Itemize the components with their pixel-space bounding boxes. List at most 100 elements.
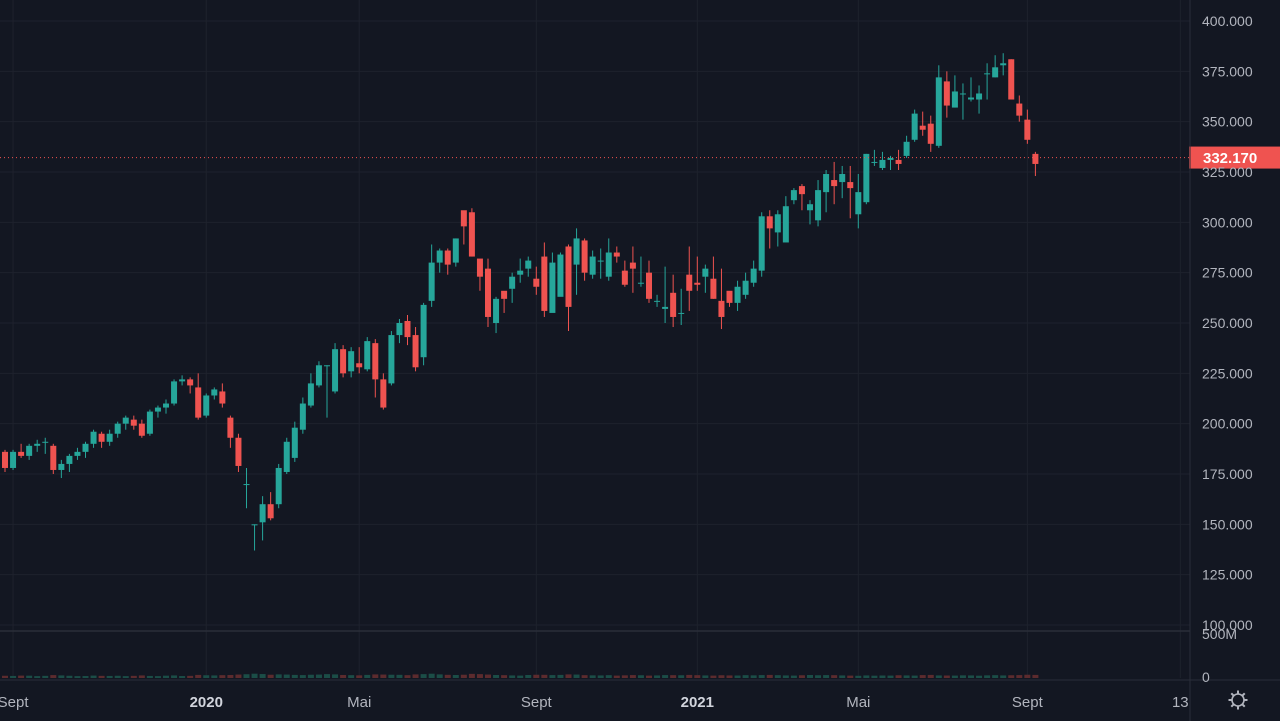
- volume-bar: [501, 675, 508, 678]
- volume-bar: [839, 675, 846, 678]
- volume-bar: [388, 674, 395, 678]
- volume-bar: [694, 675, 701, 678]
- volume-bar: [509, 675, 516, 678]
- x-tick-label: Mai: [347, 694, 371, 711]
- candle-body: [1008, 59, 1015, 100]
- candle-body: [163, 403, 169, 408]
- candle-body: [976, 93, 983, 100]
- volume-bar: [163, 675, 169, 678]
- candle-body: [1016, 103, 1023, 116]
- volume-bar: [259, 674, 266, 678]
- volume-bar: [90, 675, 97, 678]
- volume-bar: [637, 675, 644, 678]
- volume-bar: [275, 674, 282, 678]
- volume-bar: [734, 675, 741, 678]
- candle-body: [959, 93, 966, 95]
- candle-body: [509, 276, 516, 289]
- candle-body: [452, 238, 459, 263]
- volume-bar: [340, 674, 347, 678]
- candle-body: [468, 212, 475, 257]
- volume-bar: [122, 676, 129, 678]
- candle-body: [58, 463, 65, 470]
- candle-body: [275, 467, 282, 505]
- gear-icon-tooth: [1230, 692, 1235, 697]
- volume-bar: [171, 675, 178, 678]
- y-tick-label: 125.000: [1202, 567, 1253, 583]
- candle-body: [654, 300, 661, 302]
- candle-body: [678, 312, 685, 314]
- volume-bar: [34, 676, 41, 678]
- candle-body: [154, 407, 161, 412]
- last-price-line: 332.170: [0, 146, 1280, 169]
- volume-bar: [662, 675, 669, 678]
- volume-bar: [380, 674, 387, 678]
- candle-body: [179, 379, 186, 382]
- volume-bar: [533, 674, 540, 678]
- candle-body: [267, 504, 274, 519]
- volume-bar: [1032, 674, 1039, 678]
- volume-bar: [243, 674, 250, 678]
- volume-bar: [10, 675, 17, 678]
- candle-body: [130, 419, 137, 426]
- candle-body: [10, 451, 17, 468]
- candle-body: [758, 216, 765, 271]
- candle-body: [283, 441, 290, 472]
- volume-bar: [227, 674, 234, 678]
- candle-body: [726, 290, 733, 303]
- y-tick-label: 175.000: [1202, 466, 1253, 482]
- candle-body: [90, 431, 97, 444]
- candles[interactable]: [2, 53, 1039, 551]
- candle-body: [122, 417, 129, 424]
- candle-body: [114, 423, 121, 434]
- candle-body: [597, 260, 604, 262]
- volume-bar: [782, 675, 789, 678]
- volume-bar: [485, 674, 491, 678]
- volume-bar: [976, 675, 983, 678]
- y-tick-label: 375.000: [1202, 63, 1253, 79]
- candle-body: [243, 484, 250, 486]
- volume-bar: [444, 674, 451, 678]
- candle-body: [911, 113, 918, 140]
- candle-body: [34, 443, 41, 446]
- candle-body: [388, 335, 395, 384]
- volume-bar: [332, 674, 339, 678]
- y-tick-label: 250.000: [1202, 315, 1253, 331]
- candle-body: [935, 77, 942, 146]
- candle-body: [895, 159, 902, 164]
- volume-bar: [356, 675, 363, 678]
- volume-bar: [1024, 674, 1031, 678]
- volume-bar: [98, 675, 105, 678]
- volume-bar: [525, 674, 532, 678]
- candle-body: [50, 445, 57, 470]
- candle-body: [968, 97, 974, 100]
- candle-body: [74, 451, 81, 456]
- candle-body: [798, 186, 805, 195]
- volume-bar: [935, 675, 942, 678]
- volume-bar: [798, 675, 805, 678]
- candle-body: [444, 250, 451, 265]
- candle-body: [557, 254, 564, 297]
- volume-bar: [468, 673, 475, 678]
- volume-bar: [18, 675, 25, 678]
- volume-bar: [887, 675, 894, 678]
- volume-bar: [927, 674, 934, 678]
- candle-body: [525, 260, 532, 269]
- volume-bar: [1008, 675, 1015, 678]
- candle-body: [573, 238, 580, 265]
- candle-body: [187, 379, 194, 386]
- volume-bar: [203, 675, 210, 678]
- candle-body: [839, 174, 846, 183]
- volume-bar: [565, 674, 572, 678]
- candle-body: [26, 445, 33, 456]
- y-tick-label: 400.000: [1202, 13, 1253, 29]
- candle-body: [307, 383, 314, 406]
- gear-icon[interactable]: [1228, 690, 1248, 710]
- candle-body: [203, 395, 210, 416]
- candle-body: [460, 210, 467, 227]
- volume-bar: [476, 674, 483, 678]
- volume-bar: [742, 675, 749, 678]
